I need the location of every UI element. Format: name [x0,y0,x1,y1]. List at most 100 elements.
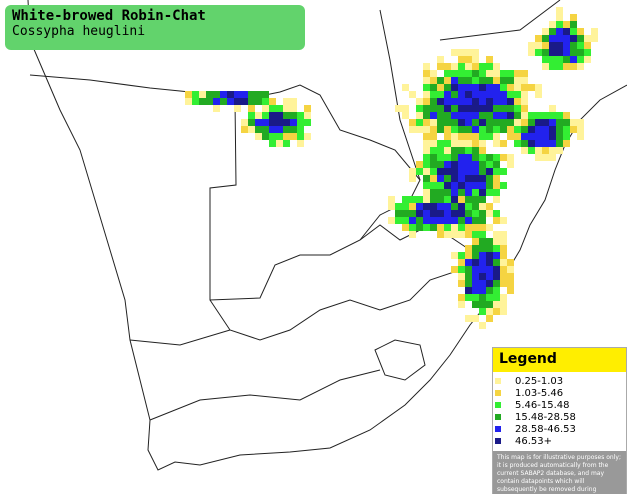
cell [444,217,451,224]
cell [479,189,486,196]
cell [493,84,500,91]
cell [493,175,500,182]
cell [437,91,444,98]
cell [521,112,528,119]
cell [507,84,514,91]
cell [493,98,500,105]
cell [444,70,451,77]
cell [465,140,472,147]
cell [493,287,500,294]
cell [423,70,430,77]
cell [528,140,535,147]
cell [430,154,437,161]
cell [430,210,437,217]
cell [500,140,507,147]
cell [528,133,535,140]
cell [584,56,591,63]
cell [423,217,430,224]
cell [458,105,465,112]
cell [472,147,479,154]
cell [437,77,444,84]
cell [451,154,458,161]
cell [409,217,416,224]
cell [493,154,500,161]
cell [486,70,493,77]
cell [556,35,563,42]
cell [549,105,556,112]
cell [458,84,465,91]
cell [535,126,542,133]
cell [458,49,465,56]
legend-swatch [495,426,501,432]
cell [500,77,507,84]
cell [213,91,220,98]
cell [472,154,479,161]
cell [556,21,563,28]
cell [283,98,290,105]
legend: Legend 0.25-1.03 1.03-5.46 5.46-15.48 15.48… [492,347,627,501]
cell [486,210,493,217]
cell [437,168,444,175]
cell [479,245,486,252]
title: White-browed Robin-Chat [12,8,206,24]
cell [493,301,500,308]
cell [451,126,458,133]
cell [402,210,409,217]
cell [479,273,486,280]
cell [563,133,570,140]
cell [514,105,521,112]
cell [465,182,472,189]
cell [402,105,409,112]
cell [486,77,493,84]
cell [255,133,262,140]
cell [479,266,486,273]
cell [535,84,542,91]
legend-swatch [495,414,501,420]
cell [458,182,465,189]
cell [507,273,514,280]
cell [486,287,493,294]
cell [500,119,507,126]
cell [479,294,486,301]
cell [388,196,395,203]
cell [451,77,458,84]
cell [472,189,479,196]
cell [444,189,451,196]
cell [479,98,486,105]
cell [465,231,472,238]
cell [465,252,472,259]
cell [465,266,472,273]
cell [514,77,521,84]
cell [416,203,423,210]
cell [493,266,500,273]
cell [472,140,479,147]
cell [444,133,451,140]
cell [563,49,570,56]
cell [465,77,472,84]
cell [451,119,458,126]
cell [507,280,514,287]
cell [591,35,598,42]
cell [465,273,472,280]
legend-item: 1.03-5.46 [495,387,626,399]
cell [486,315,493,322]
cell [437,175,444,182]
cell [451,224,458,231]
cell [472,266,479,273]
cell [423,168,430,175]
cell [451,63,458,70]
cell [458,196,465,203]
cell [437,196,444,203]
cell [500,217,507,224]
cell [472,63,479,70]
cell [542,49,549,56]
cell [416,196,423,203]
cell [262,112,269,119]
cell [563,21,570,28]
cell [465,175,472,182]
cell [437,231,444,238]
cell [248,112,255,119]
cell [521,147,528,154]
cell [451,231,458,238]
cell [451,112,458,119]
